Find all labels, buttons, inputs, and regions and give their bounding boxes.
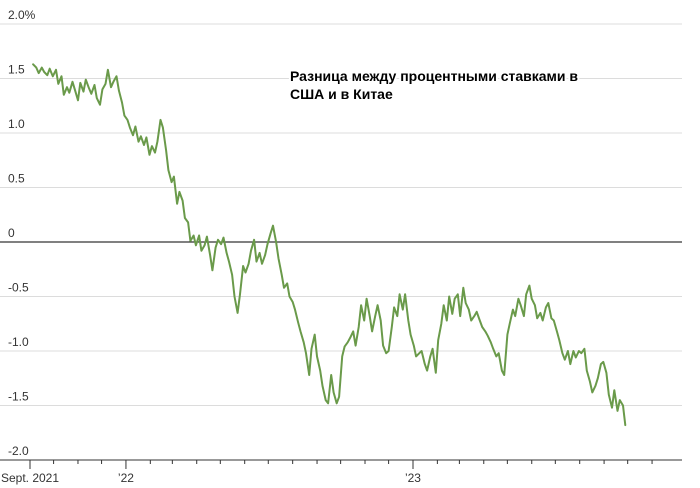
y-tick-label: -1.5 — [8, 390, 29, 404]
x-axis: Sept. 2021 ’22 ’23 — [0, 459, 682, 485]
y-tick-label: 0 — [8, 226, 15, 240]
y-tick-label: -0.5 — [8, 281, 29, 295]
chart-title-line-2: США и в Китае — [290, 86, 393, 102]
chart-title-line-1: Разница между процентными ставками в — [290, 68, 578, 84]
series-layer — [32, 63, 627, 427]
x-axis-ticks: Sept. 2021 ’22 ’23 — [1, 460, 653, 485]
y-tick-label: -2.0 — [8, 444, 29, 458]
y-tick-label: 0.5 — [8, 172, 25, 186]
x-tick-label: ’23 — [405, 471, 421, 485]
x-tick-label: ’22 — [118, 471, 134, 485]
chart-title: Разница между процентными ставками в США… — [288, 66, 580, 104]
gridlines — [0, 23, 682, 406]
y-tick-label: 1.0 — [8, 117, 25, 131]
x-tick-label: Sept. 2021 — [1, 471, 59, 485]
y-axis-ticks: 2.0% 1.5 1.0 0.5 0 -0.5 -1.0 -1.5 -2.0 — [8, 8, 36, 458]
y-tick-label: 2.0% — [8, 8, 36, 22]
y-tick-label: -1.0 — [8, 335, 29, 349]
y-tick-label: 1.5 — [8, 63, 25, 77]
series-line — [32, 63, 627, 427]
